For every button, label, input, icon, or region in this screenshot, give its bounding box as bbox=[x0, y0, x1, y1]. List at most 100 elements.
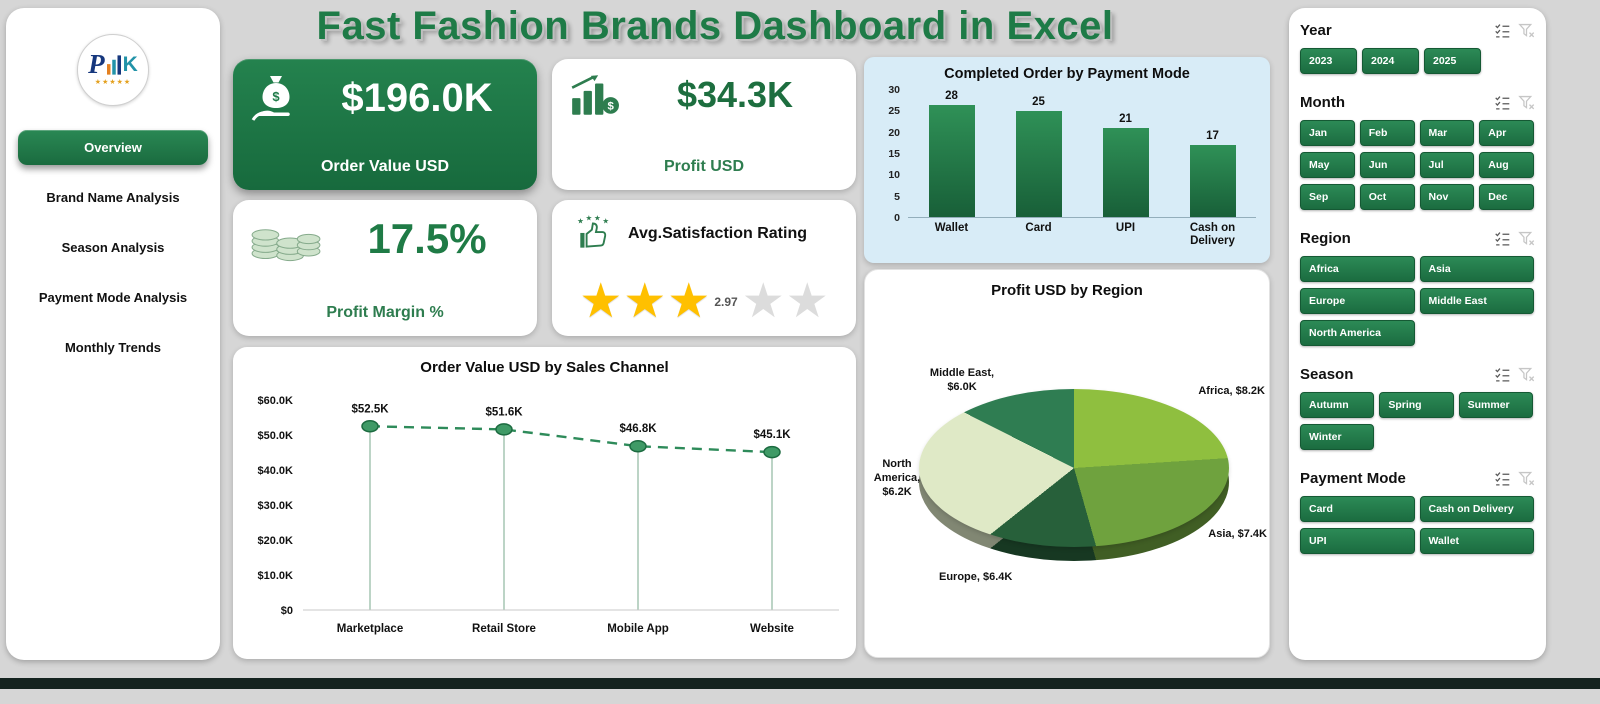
slicer-btn-cash-on-delivery[interactable]: Cash on Delivery bbox=[1419, 496, 1534, 522]
multiselect-icon[interactable] bbox=[1494, 366, 1511, 383]
clear-filter-icon[interactable] bbox=[1518, 230, 1535, 247]
slicer-header: Year bbox=[1300, 22, 1535, 39]
order-value-amount: $196.0K bbox=[341, 75, 493, 120]
slicer-btn-card[interactable]: Card bbox=[1300, 496, 1415, 522]
slicer-btn-may[interactable]: May bbox=[1300, 152, 1355, 178]
slicer-btn-2024[interactable]: 2024 bbox=[1362, 48, 1419, 74]
slicer-btn-autumn[interactable]: Autumn bbox=[1300, 392, 1375, 418]
bar-value-label: 21 bbox=[1119, 113, 1132, 126]
slicer-btn-wallet[interactable]: Wallet bbox=[1419, 528, 1534, 554]
clear-filter-icon[interactable] bbox=[1518, 94, 1535, 111]
star-icon: ★ bbox=[579, 275, 623, 328]
slicer-icons bbox=[1494, 22, 1535, 39]
data-label: $51.6K bbox=[485, 406, 523, 418]
coins-icon bbox=[249, 212, 323, 266]
y-axis-label: $50.0K bbox=[257, 430, 293, 442]
slicer-btn-oct[interactable]: Oct bbox=[1359, 184, 1415, 210]
bar-value-label: 25 bbox=[1032, 96, 1045, 109]
slicer-btn-winter[interactable]: Winter bbox=[1300, 424, 1375, 450]
svg-text:★: ★ bbox=[586, 214, 593, 222]
x-axis-label: Website bbox=[750, 623, 794, 635]
slicer-btn-apr[interactable]: Apr bbox=[1479, 120, 1534, 146]
slicer-icons bbox=[1494, 94, 1535, 111]
slicer-header: Season bbox=[1300, 366, 1535, 383]
slicer-btn-jul[interactable]: Jul bbox=[1419, 152, 1475, 178]
bar-chart-title: Completed Order by Payment Mode bbox=[944, 66, 1190, 82]
line-chart-title: Order Value USD by Sales Channel bbox=[420, 359, 669, 376]
svg-text:★: ★ bbox=[602, 217, 609, 226]
bar bbox=[1102, 128, 1149, 217]
bar-y-tick-label: 20 bbox=[888, 126, 900, 139]
slicer-btn-upi[interactable]: UPI bbox=[1300, 528, 1415, 554]
sidebar-item-payment-mode-analysis[interactable]: Payment Mode Analysis bbox=[38, 290, 188, 305]
slicer-btn-mar[interactable]: Mar bbox=[1419, 120, 1475, 146]
multiselect-icon[interactable] bbox=[1494, 94, 1511, 111]
slicer-title: Region bbox=[1300, 230, 1351, 247]
x-axis-label: Marketplace bbox=[336, 623, 402, 635]
rating-value: 2.97 bbox=[714, 295, 738, 309]
sidebar-item-brand-name-analysis[interactable]: Brand Name Analysis bbox=[46, 190, 180, 205]
slicer-icons bbox=[1494, 230, 1535, 247]
slicer-btn-jun[interactable]: Jun bbox=[1359, 152, 1415, 178]
slicer-btn-summer[interactable]: Summer bbox=[1458, 392, 1533, 418]
multiselect-icon[interactable] bbox=[1494, 22, 1511, 39]
bar-y-tick-label: 15 bbox=[888, 148, 900, 160]
bar-value-label: 28 bbox=[945, 90, 958, 102]
slicer-header: Payment Mode bbox=[1300, 470, 1535, 487]
y-axis-label: $20.0K bbox=[257, 535, 293, 547]
star-icon: ★ bbox=[623, 275, 667, 328]
slicer-btn-asia[interactable]: Asia bbox=[1419, 256, 1534, 282]
sidebar-item-overview[interactable]: Overview bbox=[18, 130, 208, 165]
logo-stars: ★★★★★ bbox=[94, 79, 132, 87]
slicer-btn-middle-east[interactable]: Middle East bbox=[1419, 288, 1534, 314]
bar-chart-area: 28 25 21 17 bbox=[908, 90, 1256, 218]
bar-column: 17 bbox=[1169, 90, 1256, 217]
sidebar-item-monthly-trends[interactable]: Monthly Trends bbox=[64, 340, 162, 355]
profit-margin-label: Profit Margin % bbox=[326, 304, 444, 321]
bar-category-label: UPI bbox=[1115, 222, 1136, 234]
page-title: Fast Fashion Brands Dashboard in Excel bbox=[316, 4, 1114, 48]
pie-slice-label-north-america: North America, $6.2K bbox=[873, 458, 921, 498]
profit-margin-amount: 17.5% bbox=[367, 215, 487, 262]
slicer-btn-sep[interactable]: Sep bbox=[1300, 184, 1355, 210]
clear-filter-icon[interactable] bbox=[1518, 366, 1535, 383]
profit-amount: $34.3K bbox=[676, 74, 794, 115]
logo-bars-icon bbox=[106, 55, 121, 75]
logo-letter-p: P bbox=[88, 48, 105, 79]
bar bbox=[1015, 111, 1062, 217]
slicer-btn-feb[interactable]: Feb bbox=[1359, 120, 1415, 146]
bar-chart-plot: 28 25 21 17 0 5 10 15 20 25 30 bbox=[888, 84, 1256, 224]
multiselect-icon[interactable] bbox=[1494, 230, 1511, 247]
slicer-btn-africa[interactable]: Africa bbox=[1300, 256, 1415, 282]
bar-column: 28 bbox=[908, 90, 995, 217]
kpi-satisfaction-card: ★ ★ ★ ★ Avg.Satisfaction Rating ★ ★ ★ 2.97 ★ ★ bbox=[552, 200, 856, 336]
bar-column: 25 bbox=[995, 90, 1082, 217]
slicer-btn-nov[interactable]: Nov bbox=[1419, 184, 1475, 210]
slicer-btn-jan[interactable]: Jan bbox=[1300, 120, 1355, 146]
slicer-btn-north-america[interactable]: North America bbox=[1300, 320, 1415, 346]
slicer-title: Payment Mode bbox=[1300, 470, 1406, 487]
slicer-btn-aug[interactable]: Aug bbox=[1479, 152, 1534, 178]
y-axis-label: $0 bbox=[280, 605, 292, 617]
slicer-btn-europe[interactable]: Europe bbox=[1300, 288, 1415, 314]
multiselect-icon[interactable] bbox=[1494, 470, 1511, 487]
bar-chart-card: Completed Order by Payment Mode 28 25 21 17… bbox=[864, 57, 1270, 263]
clear-filter-icon[interactable] bbox=[1518, 22, 1535, 39]
slicer-items: Jan Feb Mar Apr May Jun Jul Aug Sep Oct Nov Dec bbox=[1300, 120, 1535, 210]
slicer-btn-spring[interactable]: Spring bbox=[1379, 392, 1454, 418]
data-point-marker bbox=[762, 445, 781, 459]
sidebar-item-season-analysis[interactable]: Season Analysis bbox=[61, 240, 165, 255]
bar-y-tick-label: 5 bbox=[894, 190, 900, 203]
clear-filter-icon[interactable] bbox=[1518, 470, 1535, 487]
pie-chart-card: Profit USD by Region Africa, $8.2K Asia, … bbox=[864, 269, 1270, 658]
slicer-items: 2023 2024 2025 bbox=[1300, 48, 1535, 74]
slicer-btn-dec[interactable]: Dec bbox=[1479, 184, 1534, 210]
bar-category-label: Wallet bbox=[934, 222, 969, 234]
slicer-btn-2025[interactable]: 2025 bbox=[1424, 48, 1481, 74]
slicer-title: Year bbox=[1300, 22, 1332, 39]
slicer-btn-2023[interactable]: 2023 bbox=[1300, 48, 1357, 74]
pie-surface bbox=[919, 389, 1229, 547]
line-chart-card: Order Value USD by Sales Channel $0 $10.0… bbox=[233, 347, 856, 659]
slicer-title: Month bbox=[1300, 94, 1345, 111]
bar-category-label: Cash on Delivery bbox=[1189, 222, 1236, 248]
